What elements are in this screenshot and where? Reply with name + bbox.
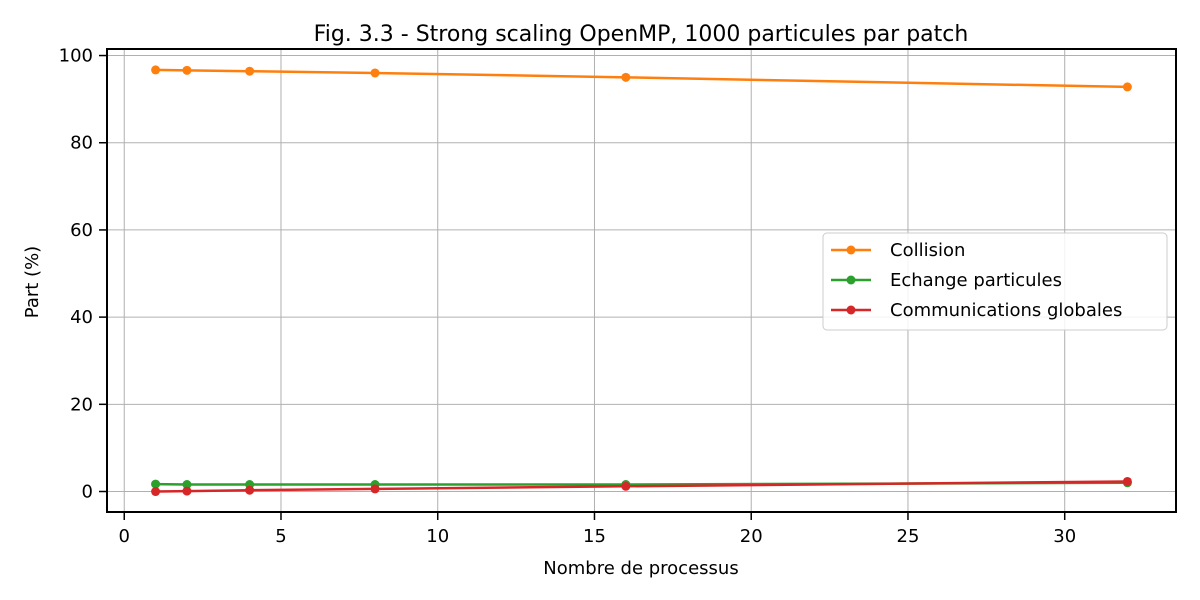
data-point-2-2: [245, 485, 255, 495]
legend-label-2: Communications globales: [890, 300, 1122, 321]
y-tick-label-2: 40: [70, 307, 93, 328]
series-line-0: [154, 68, 1129, 89]
data-point-2-1: [182, 486, 192, 496]
series-layer: [151, 65, 1132, 497]
x-tick-label-5: 25: [897, 526, 920, 547]
legend-box: [822, 232, 1168, 331]
x-tick-label-6: 30: [1053, 526, 1076, 547]
legend-label-0: Collision: [890, 240, 965, 261]
y-axis-label: Part (%): [22, 246, 43, 318]
data-point-2-0: [151, 487, 161, 497]
legend: Collision Echange particules Communication…: [822, 232, 1168, 331]
x-tick-label-0: 0: [119, 526, 130, 547]
legend-swatch-marker-2: [846, 305, 856, 315]
data-point-2-3: [370, 484, 380, 494]
x-tick-label-3: 15: [583, 526, 606, 547]
x-tick-label-4: 20: [740, 526, 763, 547]
axes: 0 5 10 15 20 25 30 0 20 40 60 80 100: [59, 46, 1177, 547]
legend-item-1: Echange particules: [831, 270, 1062, 291]
chart-title: Fig. 3.3 - Strong scaling OpenMP, 1000 p…: [314, 22, 969, 47]
data-point-0-3: [370, 68, 380, 78]
y-tick-label-3: 60: [70, 220, 93, 241]
data-point-0-2: [245, 66, 255, 76]
x-axis-label: Nombre de processus: [543, 558, 738, 579]
data-point-1-1: [182, 480, 192, 490]
data-point-0-5: [1122, 82, 1132, 92]
x-tick-label-1: 5: [275, 526, 286, 547]
data-point-0-4: [621, 72, 631, 82]
x-tick-label-2: 10: [426, 526, 449, 547]
legend-item-0: Collision: [831, 240, 965, 261]
y-tick-label-5: 100: [59, 46, 93, 67]
legend-item-2: Communications globales: [831, 300, 1122, 321]
series-line-2: [154, 480, 1129, 493]
data-point-0-0: [151, 65, 161, 75]
legend-swatch-marker-1: [846, 275, 856, 285]
data-point-2-4: [621, 481, 631, 491]
data-point-1-0: [151, 479, 161, 489]
y-tick-label-0: 0: [82, 482, 93, 503]
legend-swatch-marker-0: [846, 245, 856, 255]
series-0: [151, 65, 1132, 92]
data-point-0-1: [182, 65, 192, 75]
y-tick-label-4: 80: [70, 133, 93, 154]
data-point-2-5: [1122, 476, 1132, 486]
y-tick-label-1: 20: [70, 394, 93, 415]
plot-frame: [106, 48, 1177, 513]
legend-label-1: Echange particules: [890, 270, 1062, 291]
series-2: [151, 476, 1132, 497]
